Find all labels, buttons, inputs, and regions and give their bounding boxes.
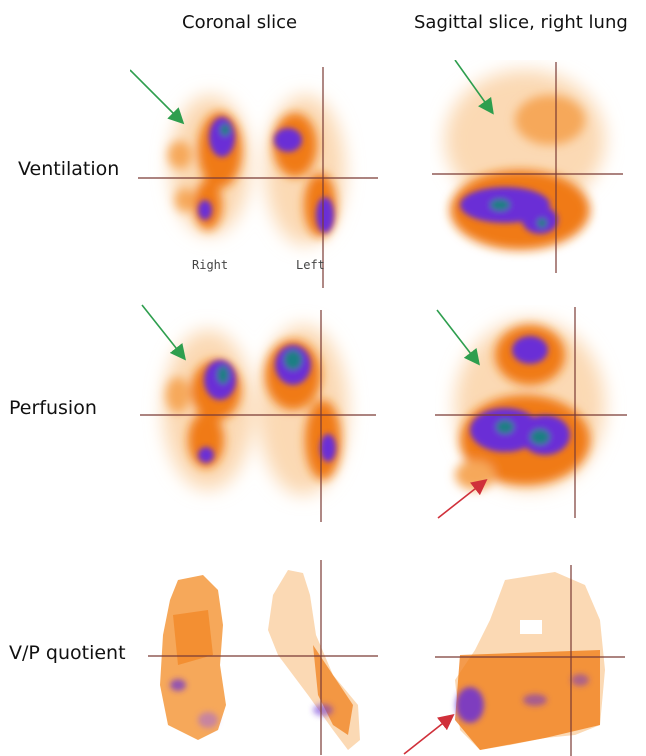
green-arrow-icon [454,60,494,115]
green-arrow-icon [130,69,185,125]
label-right: Right [192,258,229,272]
row-label-ventilation: Ventilation [18,158,120,180]
vp-sagittal-image [435,560,627,756]
red-arrow-icon [403,714,455,755]
green-arrow-icon [141,304,186,361]
ventilation-sagittal-image [430,60,625,275]
label-left: Left [296,258,325,272]
red-arrow-icon [437,479,488,519]
column-title-sagittal: Sagittal slice, right lung [414,12,628,33]
green-arrow-icon [436,309,480,366]
vp-coronal-image [148,555,380,755]
perfusion-sagittal-image [435,305,627,520]
row-label-perfusion: Perfusion [9,397,97,419]
column-title-coronal: Coronal slice [182,12,298,33]
ventilation-coronal-image [130,65,380,290]
perfusion-coronal-image [138,300,378,522]
row-label-vp-quotient: V/P quotient [9,642,126,664]
